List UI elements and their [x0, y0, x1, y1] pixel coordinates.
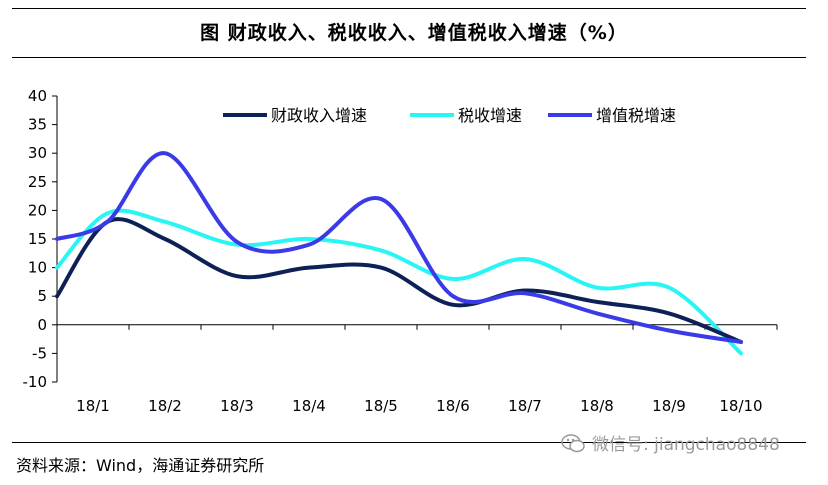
x-tick-label: 18/5	[364, 397, 398, 415]
chart-axes: 40 35 30 25 20 15 10 5 0 -5 -10 18/1 18/2 18/3 18/4 18/…	[23, 87, 778, 415]
legend-label-2: 增值税增速	[596, 106, 676, 125]
y-tick-label: 40	[28, 87, 47, 105]
y-tick-label: 20	[28, 201, 47, 219]
series-line-1	[55, 208, 743, 356]
wechat-watermark: 微信号: jiangchao8848	[560, 430, 780, 455]
series-line-2	[55, 151, 743, 344]
x-tick-label: 18/7	[508, 397, 542, 415]
x-tick-label: 18/9	[652, 397, 686, 415]
title-rule	[12, 57, 806, 58]
y-tick-label: 25	[28, 173, 47, 191]
y-tick-label: 5	[37, 287, 47, 305]
top-rule	[12, 8, 806, 9]
watermark-text: 微信号: jiangchao8848	[592, 435, 780, 455]
y-tick-label: -5	[32, 344, 47, 362]
x-tick-label: 18/1	[76, 397, 110, 415]
legend-label-0: 财政收入增速	[271, 106, 367, 125]
x-tick-label: 18/10	[719, 397, 762, 415]
series-line-0	[55, 217, 743, 344]
y-tick-label: 30	[28, 144, 47, 162]
legend-label-1: 税收增速	[458, 106, 522, 125]
y-tick-label: 35	[28, 116, 47, 134]
y-tick-label: 15	[28, 230, 47, 248]
x-tick-label: 18/6	[436, 397, 470, 415]
chart-legend: 财政收入增速 税收增速 增值税增速	[223, 106, 676, 125]
x-tick-label: 18/8	[580, 397, 614, 415]
source-note: 资料来源：Wind，海通证券研究所	[16, 456, 265, 475]
chart-title: 图 财政收入、税收收入、增值税收入增速（%）	[200, 22, 628, 44]
x-tick-label: 18/3	[220, 397, 254, 415]
wechat-icon	[561, 433, 585, 452]
bottom-rule	[12, 442, 806, 443]
x-tick-label: 18/2	[148, 397, 182, 415]
line-chart: 40 35 30 25 20 15 10 5 0 -5 -10 18/1 18/2 18/3 18/4 18/…	[23, 87, 778, 415]
y-tick-label: 10	[28, 259, 47, 277]
chart-series	[55, 151, 743, 356]
y-tick-label: -10	[23, 373, 48, 391]
y-tick-label: 0	[37, 316, 47, 334]
x-tick-label: 18/4	[292, 397, 326, 415]
